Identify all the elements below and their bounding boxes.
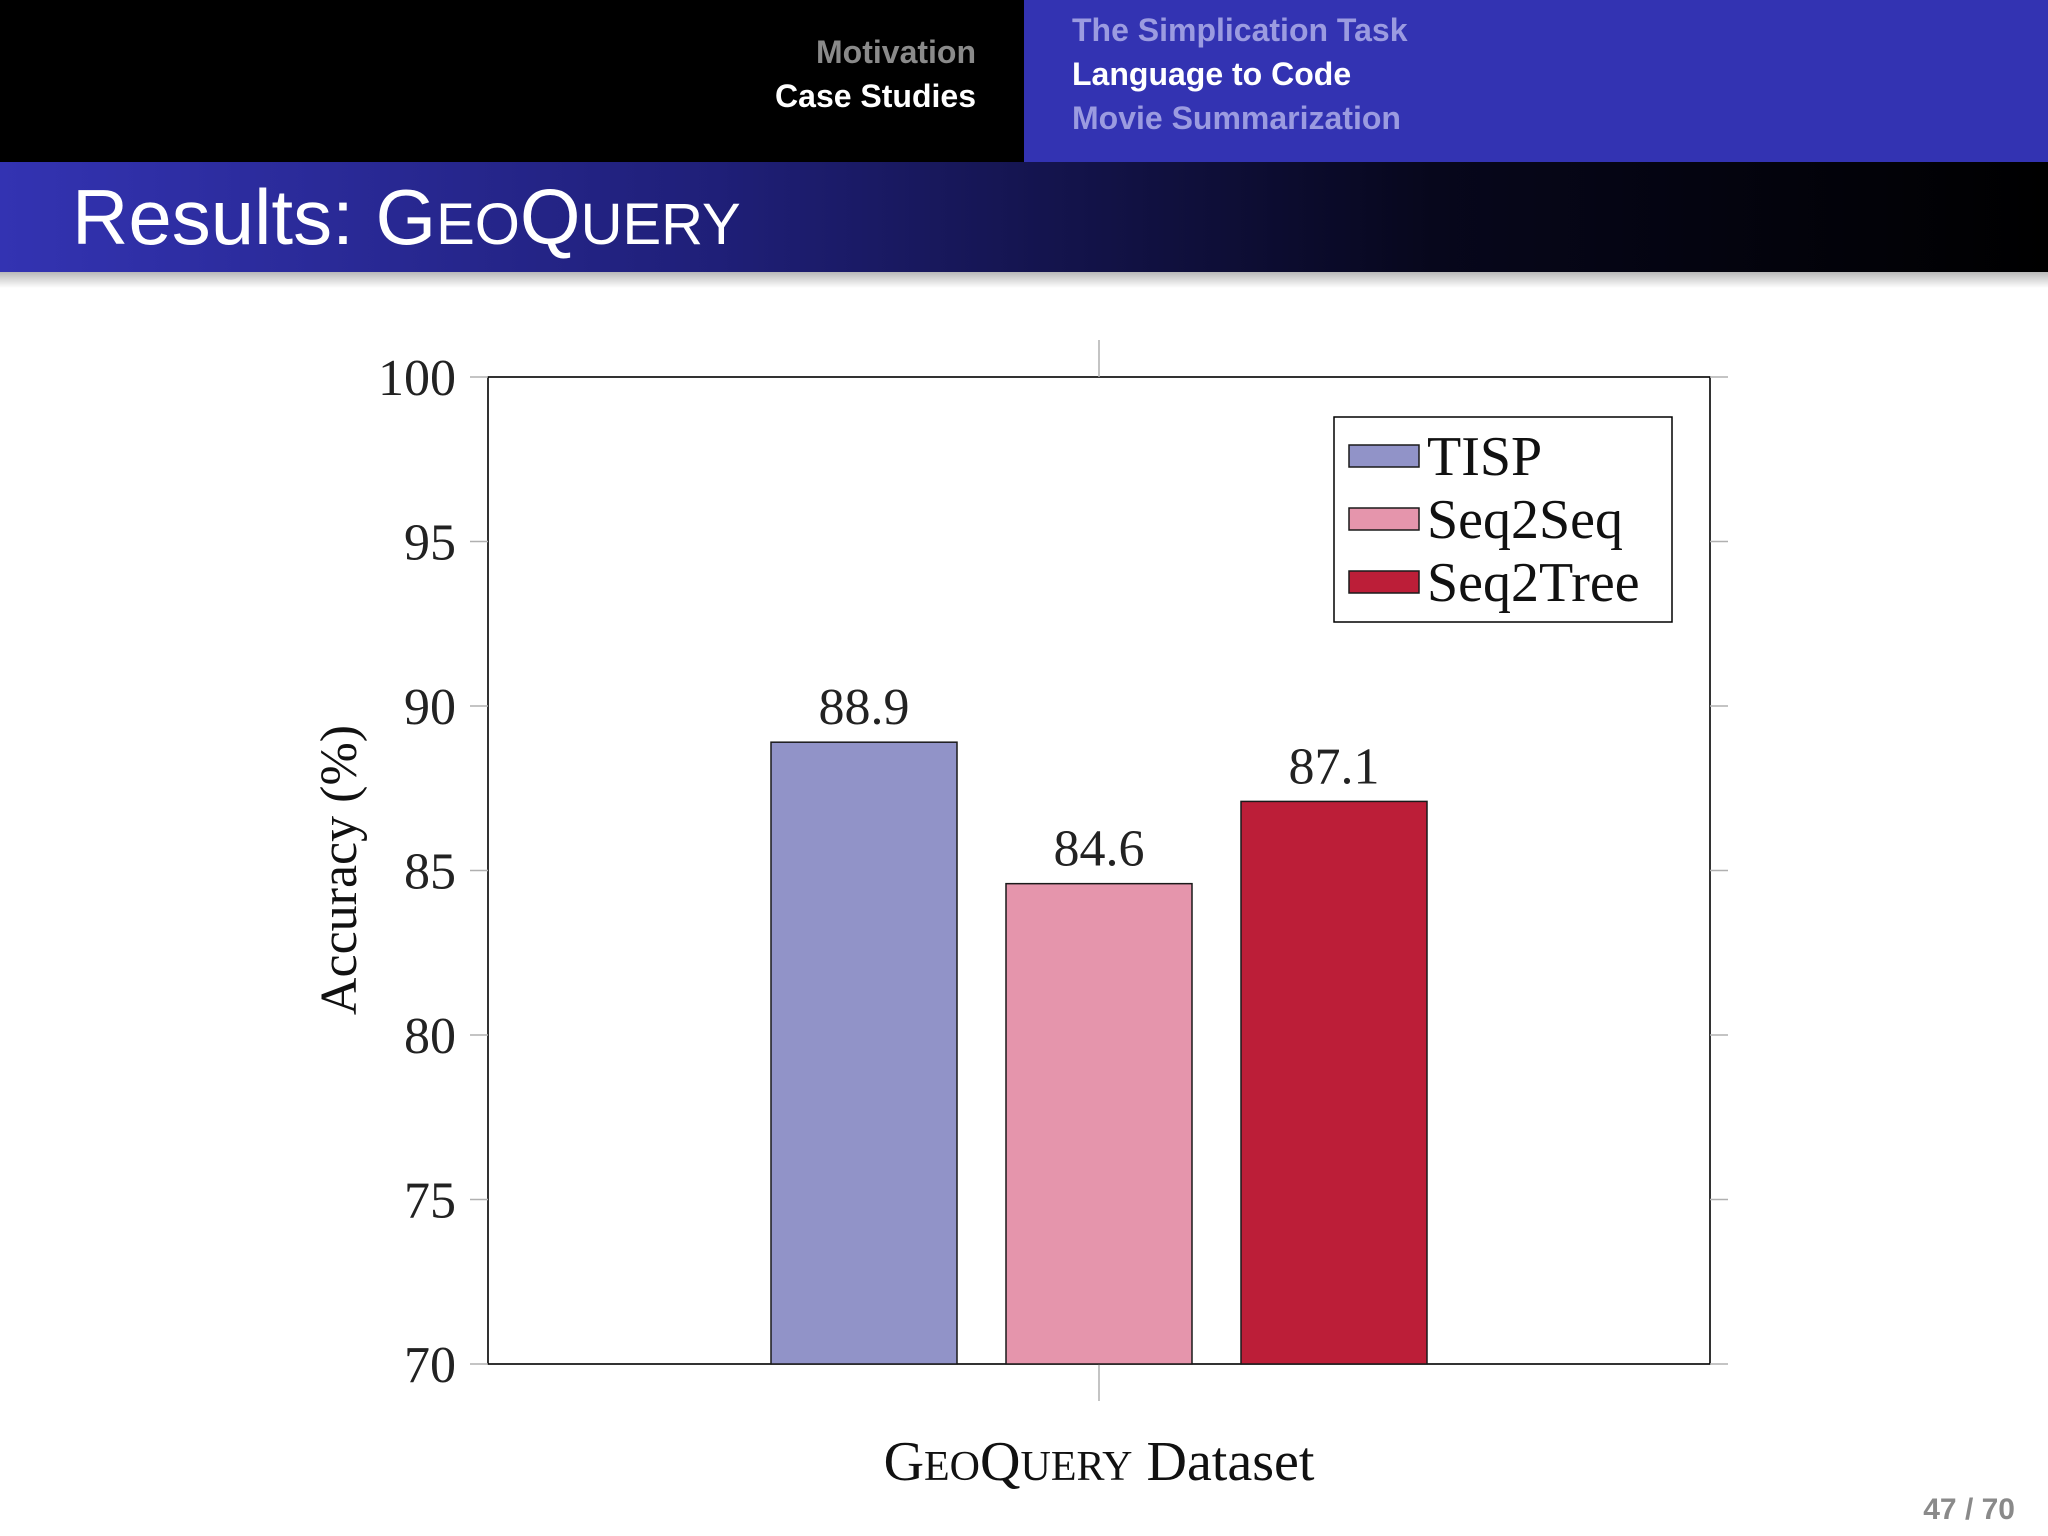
- y-axis-label: Accuracy (%): [311, 725, 368, 1015]
- subsection-nav-panel: The Simplication Task Language to Code M…: [1024, 0, 2048, 162]
- nav-subsection-movie-summarization[interactable]: Movie Summarization: [1072, 100, 1401, 136]
- section-list: Motivation Case Studies: [775, 30, 976, 118]
- x-axis-label: GEOQUERY Dataset: [884, 1431, 1315, 1493]
- slide-title-bar: Results: GEOQUERY: [0, 162, 2048, 272]
- slide-title-smallcaps: GEOQUERY: [375, 173, 741, 261]
- page-number: 47 / 70: [1923, 1493, 2015, 1526]
- y-tick-label: 70: [404, 1337, 456, 1394]
- y-tick-label: 100: [378, 350, 456, 407]
- nav-subsection-simplication-task[interactable]: The Simplication Task: [1072, 12, 1408, 48]
- legend-label-seq2tree: Seq2Tree: [1427, 552, 1640, 614]
- y-tick-label: 80: [404, 1008, 456, 1065]
- bar-tisp: [770, 741, 958, 1365]
- legend-swatch-tisp: [1348, 444, 1420, 468]
- legend-swatch-seq2tree: [1348, 570, 1420, 594]
- y-tick-label: 90: [404, 679, 456, 736]
- legend-label-seq2seq: Seq2Seq: [1427, 489, 1623, 551]
- legend-swatch-seq2seq: [1348, 507, 1420, 531]
- nav-section-motivation[interactable]: Motivation: [816, 34, 976, 70]
- slide-title-prefix: Results:: [72, 173, 376, 261]
- title-bar-shadow: [0, 272, 2048, 288]
- bar-seq2tree: [1240, 800, 1428, 1365]
- data-label-tisp: 88.9: [819, 679, 910, 736]
- nav-section-case-studies[interactable]: Case Studies: [775, 78, 976, 114]
- slide-title: Results: GEOQUERY: [72, 172, 741, 270]
- legend-label-tisp: TISP: [1427, 426, 1542, 488]
- y-tick-label: 75: [404, 1173, 456, 1230]
- bar-seq2seq: [1005, 882, 1193, 1365]
- nav-subsection-language-to-code[interactable]: Language to Code: [1072, 56, 1352, 92]
- y-tick-label: 95: [404, 515, 456, 572]
- navigation-bar: Motivation Case Studies The Simplication…: [0, 0, 2048, 162]
- subsection-list: The Simplication Task Language to Code M…: [1072, 8, 1407, 140]
- data-label-seq2seq: 84.6: [1054, 821, 1145, 878]
- data-label-seq2tree: 87.1: [1289, 738, 1380, 795]
- section-nav-panel: Motivation Case Studies: [0, 0, 1024, 162]
- y-tick-label: 85: [404, 844, 456, 901]
